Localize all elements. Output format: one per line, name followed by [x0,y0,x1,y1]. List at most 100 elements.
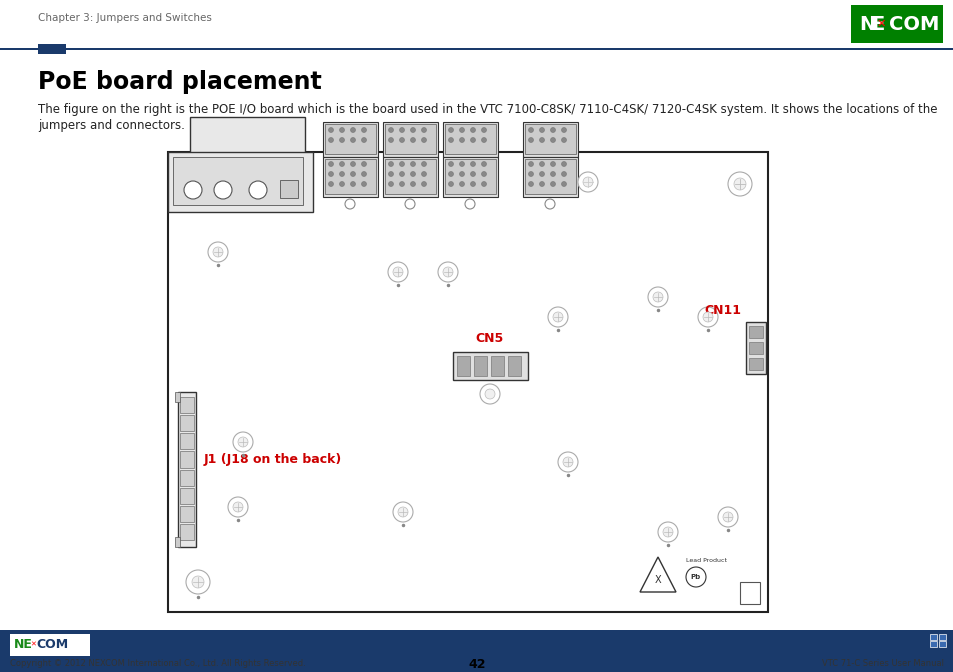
Circle shape [339,161,344,167]
Circle shape [410,171,416,177]
Circle shape [578,172,598,192]
Text: CN11: CN11 [703,304,740,317]
Bar [929,641,936,647]
Bar [180,397,193,413]
Circle shape [481,138,486,142]
Circle shape [553,312,562,322]
Text: 42: 42 [468,657,485,671]
Circle shape [561,128,566,132]
Circle shape [192,576,204,588]
Circle shape [448,171,453,177]
Circle shape [727,172,751,196]
Bar [323,157,377,197]
Bar [382,122,437,157]
Circle shape [528,171,533,177]
Circle shape [339,171,344,177]
Bar [748,326,762,338]
Circle shape [550,181,555,187]
Bar [0,48,953,50]
Circle shape [184,181,202,199]
Text: N: N [858,15,874,34]
Circle shape [421,128,426,132]
Circle shape [481,181,486,187]
Circle shape [421,171,426,177]
Circle shape [448,138,453,142]
Circle shape [464,199,475,209]
Bar [172,157,303,205]
Circle shape [328,181,334,187]
Bar [385,124,436,154]
Bar [323,122,377,157]
Bar [180,488,193,504]
Circle shape [345,199,355,209]
Circle shape [399,181,404,187]
Bar [524,159,576,194]
Circle shape [361,128,366,132]
Circle shape [410,138,416,142]
Text: ✕: ✕ [876,19,884,29]
Circle shape [718,507,738,527]
Circle shape [558,452,578,472]
Bar [10,634,90,656]
Circle shape [388,138,393,142]
Circle shape [647,287,667,307]
Circle shape [550,161,555,167]
Circle shape [228,497,248,517]
Text: Pb: Pb [690,574,700,580]
Circle shape [528,181,533,187]
Circle shape [388,161,393,167]
Circle shape [547,307,567,327]
Circle shape [685,567,705,587]
Bar [178,392,195,547]
Circle shape [470,128,475,132]
Bar [929,634,936,640]
Circle shape [388,181,393,187]
Bar [507,356,520,376]
Bar [456,356,470,376]
Circle shape [350,181,355,187]
Bar [474,356,486,376]
Circle shape [421,181,426,187]
Circle shape [399,128,404,132]
Text: The figure on the right is the POE I/O board which is the board used in the VTC : The figure on the right is the POE I/O b… [38,103,937,116]
Text: NE: NE [14,638,32,651]
Bar [180,415,193,431]
Bar [38,44,66,54]
Bar [168,152,313,212]
Circle shape [550,138,555,142]
Circle shape [582,177,593,187]
Bar [522,122,578,157]
Circle shape [410,161,416,167]
Text: J1 (J18 on the back): J1 (J18 on the back) [204,452,342,466]
Circle shape [399,161,404,167]
Bar [190,117,305,157]
Text: Lead Product: Lead Product [685,558,726,562]
Bar [180,506,193,522]
Circle shape [528,128,533,132]
Circle shape [652,292,662,302]
Circle shape [328,171,334,177]
Circle shape [550,128,555,132]
Circle shape [448,181,453,187]
Circle shape [539,138,544,142]
Text: E: E [870,15,883,34]
Bar [0,630,953,672]
Circle shape [481,171,486,177]
Circle shape [459,181,464,187]
Bar [524,124,576,154]
Bar [453,352,527,380]
Circle shape [561,171,566,177]
Circle shape [459,128,464,132]
Text: VTC 71-C Series User Manual: VTC 71-C Series User Manual [821,659,943,669]
Text: Chapter 3: Jumpers and Switches: Chapter 3: Jumpers and Switches [38,13,212,23]
Bar [745,322,765,374]
Circle shape [213,181,232,199]
Circle shape [470,161,475,167]
Circle shape [186,570,210,594]
Circle shape [698,307,718,327]
Bar [325,124,375,154]
Circle shape [733,178,745,190]
Circle shape [539,171,544,177]
Circle shape [539,181,544,187]
Circle shape [328,138,334,142]
